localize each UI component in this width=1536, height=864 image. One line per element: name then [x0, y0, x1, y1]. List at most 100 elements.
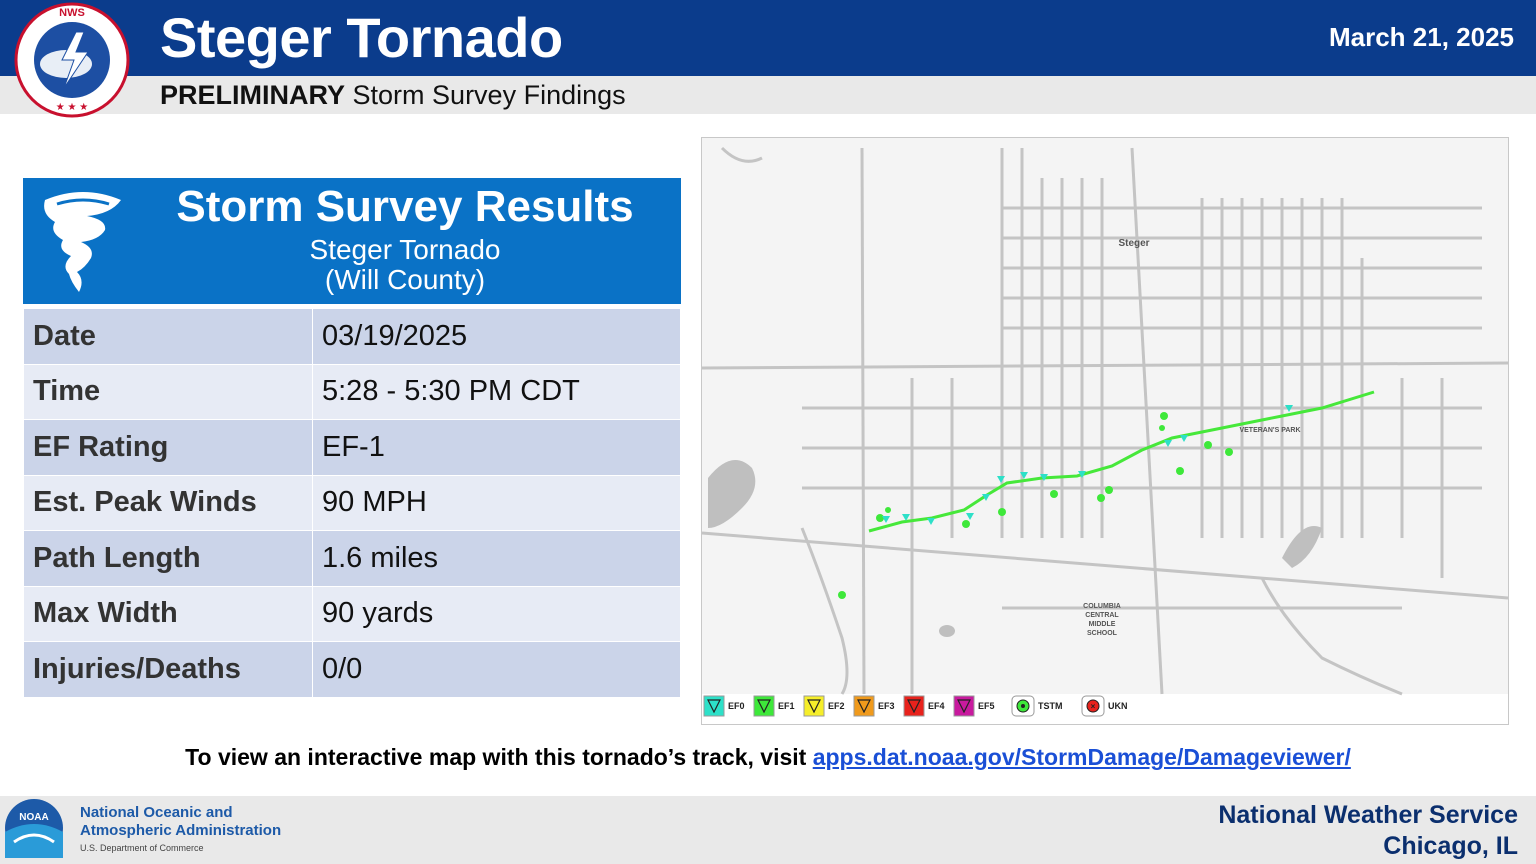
subtitle-preliminary: PRELIMINARY [160, 80, 346, 110]
map-canvas[interactable]: Steger VETERAN'S PARK COLUMBIA CENTRAL M… [702, 138, 1508, 724]
survey-card-subtitle: Steger Tornado [309, 234, 501, 265]
nws-logo: NWS ★ ★ ★ [14, 2, 130, 118]
map-label-school-2: CENTRAL [1085, 612, 1119, 619]
damage-map[interactable]: Steger VETERAN'S PARK COLUMBIA CENTRAL M… [701, 137, 1509, 725]
damage-points [838, 405, 1293, 599]
legend-ef4: EF4 [903, 695, 945, 717]
damage-point[interactable] [838, 591, 846, 599]
row-label: Injuries/Deaths [23, 641, 313, 698]
damage-point[interactable] [1020, 472, 1028, 479]
table-row: EF Rating EF-1 [23, 419, 681, 476]
pond-south [939, 625, 955, 637]
damage-point[interactable] [1105, 486, 1113, 494]
nws-office: National Weather Service Chicago, IL [1218, 800, 1518, 862]
damage-point[interactable] [1160, 412, 1168, 420]
survey-card-title: Storm Survey Results [176, 182, 634, 231]
table-row: Injuries/Deaths 0/0 [23, 641, 681, 698]
damage-point[interactable] [998, 508, 1006, 516]
header-bar [0, 0, 1536, 76]
legend-ef3: EF3 [853, 695, 895, 717]
damage-point[interactable] [1164, 440, 1172, 447]
results-table: Date 03/19/2025 Time 5:28 - 5:30 PM CDT EF… [23, 308, 681, 698]
legend-label: EF2 [828, 701, 845, 711]
row-value: 5:28 - 5:30 PM CDT [312, 363, 681, 420]
noaa-name: National Oceanic and Atmospheric Adminis… [80, 804, 281, 840]
footer-text: To view an interactive map with this tor… [185, 744, 807, 770]
damage-viewer-link[interactable]: apps.dat.noaa.gov/StormDamage/Damageview… [812, 744, 1351, 770]
legend-ef1: EF1 [753, 695, 795, 717]
damage-point[interactable] [902, 514, 910, 521]
tornado-icon [44, 192, 121, 292]
damage-point[interactable] [1285, 405, 1293, 412]
legend-label: EF3 [878, 701, 895, 711]
row-label: Date [23, 308, 313, 365]
legend-ef5: EF5 [953, 695, 995, 717]
row-value: 03/19/2025 [312, 308, 681, 365]
table-row: Est. Peak Winds 90 MPH [23, 474, 681, 531]
row-label: Path Length [23, 530, 313, 587]
damage-point[interactable] [876, 514, 884, 522]
street-grid [702, 146, 1508, 696]
damage-point[interactable] [927, 518, 935, 525]
noaa-name-line2: Atmospheric Administration [80, 822, 282, 839]
legend-tstm: TSTM [1011, 695, 1063, 717]
table-row: Date 03/19/2025 [23, 308, 681, 365]
map-label-park: VETERAN'S PARK [1239, 427, 1300, 434]
damage-point[interactable] [966, 513, 974, 520]
footer-bar [0, 796, 1536, 864]
damage-point[interactable] [1078, 471, 1086, 478]
legend-label: EF0 [728, 701, 745, 711]
damage-point[interactable] [1040, 474, 1048, 481]
row-label: Time [23, 363, 313, 420]
map-label-school-3: MIDDLE [1089, 621, 1116, 628]
noaa-logo: NOAA [5, 799, 63, 858]
legend-label: TSTM [1038, 701, 1063, 711]
row-value: 90 yards [312, 585, 681, 642]
damage-point[interactable] [1180, 435, 1188, 442]
noaa-name-line1: National Oceanic and [80, 804, 233, 821]
row-label: EF Rating [23, 419, 313, 476]
subtitle-bar [0, 76, 1536, 114]
office-line1: National Weather Service [1218, 801, 1518, 829]
damage-point[interactable] [1176, 467, 1184, 475]
page-subtitle: PRELIMINARY Storm Survey Findings [160, 80, 626, 111]
damage-point[interactable] [1097, 494, 1105, 502]
damage-point[interactable] [1050, 490, 1058, 498]
map-label-school-4: SCHOOL [1087, 630, 1118, 637]
damage-point[interactable] [997, 476, 1005, 483]
noaa-logo-text: NOAA [19, 812, 48, 823]
row-value: 1.6 miles [312, 530, 681, 587]
svg-text:★ ★ ★: ★ ★ ★ [56, 102, 88, 113]
legend-ukn: × UKN [1081, 695, 1128, 717]
noaa-dept: U.S. Department of Commerce [80, 843, 204, 853]
damage-point[interactable] [1159, 425, 1165, 431]
row-value: 0/0 [312, 641, 681, 698]
row-value: 90 MPH [312, 474, 681, 531]
row-label: Max Width [23, 585, 313, 642]
footer-instructions: To view an interactive map with this tor… [0, 744, 1536, 771]
legend-label: UKN [1108, 701, 1128, 711]
damage-point[interactable] [982, 494, 990, 501]
pond-west [708, 460, 756, 528]
legend-label: EF5 [978, 701, 995, 711]
legend-ef2: EF2 [803, 695, 845, 717]
pond-east [1282, 526, 1322, 568]
row-label: Est. Peak Winds [23, 474, 313, 531]
map-label-school-1: COLUMBIA [1083, 603, 1121, 610]
damage-point[interactable] [1225, 448, 1233, 456]
row-value: EF-1 [312, 419, 681, 476]
legend-ef0: EF0 [703, 695, 745, 717]
damage-point[interactable] [885, 507, 891, 513]
office-line2: Chicago, IL [1383, 832, 1518, 860]
damage-point[interactable] [882, 516, 890, 523]
map-label-town: Steger [1118, 238, 1149, 249]
tornado-track[interactable] [868, 390, 1375, 533]
header-date: March 21, 2025 [1328, 22, 1514, 52]
table-row: Max Width 90 yards [23, 585, 681, 642]
svg-text:×: × [1091, 702, 1096, 711]
table-row: Time 5:28 - 5:30 PM CDT [23, 363, 681, 420]
damage-point[interactable] [1204, 441, 1212, 449]
map-legend: EF0 EF1 EF2 EF3 EF4 [703, 695, 1128, 717]
subtitle-rest: Storm Survey Findings [352, 80, 626, 110]
damage-point[interactable] [962, 520, 970, 528]
